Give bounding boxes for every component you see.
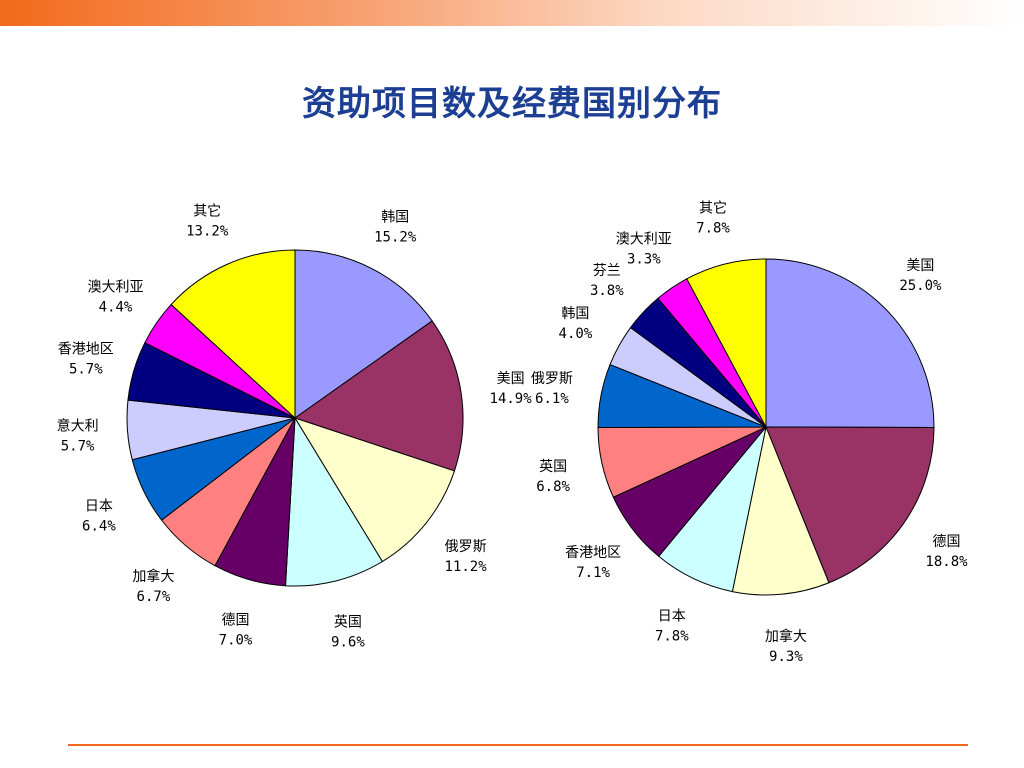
page-title: 资助项目数及经费国别分布 [302,84,722,124]
left-pie-label-0: 韩国 [381,209,409,225]
right-pie-value-4: 7.1% [576,565,610,581]
top-accent-bar [0,0,1024,26]
left-pie-value-10: 13.2% [186,224,229,240]
left-pie-label-4: 德国 [222,613,250,629]
left-pie-value-8: 5.7% [69,362,103,378]
left-pie-label-9: 澳大利亚 [88,279,144,295]
left-pie-label-2: 俄罗斯 [445,539,487,555]
left-pie-slice-10 [170,249,296,420]
left-pie-slice-2 [293,417,456,563]
right-pie-label-8: 芬兰 [593,263,621,279]
right-pie-label-5: 英国 [539,458,567,475]
left-pie-slice-0 [294,249,433,419]
right-pie-label-3: 日本 [658,609,686,625]
left-pie-label-8: 香港地区 [58,342,114,358]
left-pie-value-1: 14.9% [490,391,533,407]
right-pie-value-10: 7.8% [696,221,730,237]
right-pie-slice-1 [765,426,935,584]
right-pie-value-9: 3.3% [627,252,661,268]
right-pie-value-6: 6.1% [535,391,569,407]
right-pie-slice-0 [765,258,935,429]
left-pie-value-2: 11.2% [445,559,488,575]
left-pie-value-7: 5.7% [61,439,95,455]
right-pie-label-7: 韩国 [561,306,589,322]
right-pie-label-6: 俄罗斯 [531,371,573,387]
right-pie-label-4: 香港地区 [565,545,621,561]
left-pie-label-3: 英国 [334,614,362,631]
left-pie-value-5: 6.7% [137,589,171,605]
right-pie-value-7: 4.0% [559,326,593,342]
left-pie-slice-3 [284,416,384,587]
left-pie-label-7: 意大利 [57,418,99,435]
right-pie-value-8: 3.8% [590,283,624,299]
bottom-divider [68,744,968,746]
left-pie-value-0: 15.2% [374,229,417,245]
left-pie-label-5: 加拿大 [132,568,174,585]
right-pie-value-1: 18.8% [925,554,968,570]
left-pie-slice-1 [293,320,464,472]
left-pie-label-6: 日本 [85,498,113,514]
left-pie-label-10: 其它 [193,203,221,220]
right-pie-slice-2 [731,425,830,596]
left-pie-value-4: 7.0% [219,633,253,649]
left-pie-value-6: 6.4% [82,518,116,534]
left-pie-label-1: 美国 [497,371,525,387]
right-pie-label-1: 德国 [933,534,961,550]
right-pie-value-3: 7.8% [655,629,689,645]
right-pie-value-2: 9.3% [769,649,803,665]
right-pie-value-5: 6.8% [536,479,570,495]
left-pie-value-3: 9.6% [331,635,365,651]
right-pie-label-0: 美国 [906,258,934,274]
right-pie-label-9: 澳大利亚 [616,232,672,248]
left-pie-value-9: 4.4% [99,299,133,315]
right-pie-slice-10 [686,258,767,428]
right-pie-label-10: 其它 [699,200,727,217]
right-pie-value-0: 25.0% [899,278,942,294]
right-pie-label-2: 加拿大 [765,628,807,645]
